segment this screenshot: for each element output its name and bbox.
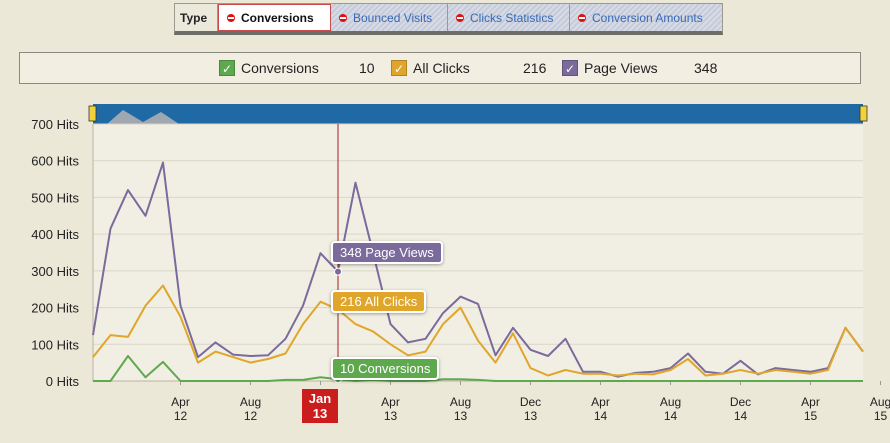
x-tick-label: Dec — [730, 395, 751, 409]
navigator-preview-shape — [107, 110, 179, 124]
x-tick-label: Dec — [520, 395, 541, 409]
y-tick-label: 600 Hits — [31, 154, 79, 169]
y-tick-label: 400 Hits — [31, 227, 79, 242]
series-legend: ✓ Conversions 10 ✓ All Clicks 216 ✓ Page… — [19, 52, 861, 84]
tooltip-page-views: 348 Page Views — [331, 241, 443, 264]
red-bullet-icon — [227, 13, 235, 22]
chart-svg: 0 Hits 100 Hits 200 Hits 300 Hits 400 Hits 50… — [31, 104, 890, 423]
navigator-left-handle — [88, 105, 97, 122]
x-tick-label: Aug — [240, 395, 261, 409]
legend-label: All Clicks — [413, 60, 470, 76]
legend-all-clicks[interactable]: ✓ All Clicks — [391, 53, 470, 83]
tab-clicks-statistics[interactable]: Clicks Statistics — [448, 4, 570, 31]
x-tick-sublabel: 13 — [524, 409, 538, 423]
x-tick-label: Aug — [660, 395, 681, 409]
series-line-all-clicks — [92, 284, 864, 377]
cursor-point — [334, 267, 342, 276]
legend-conversions[interactable]: ✓ Conversions — [219, 53, 319, 83]
tooltip-all-clicks: 216 All Clicks — [331, 290, 427, 313]
red-bullet-icon — [456, 13, 464, 22]
y-tick-label: 500 Hits — [31, 190, 79, 205]
tab-conversion-amounts[interactable]: Conversion Amounts — [570, 4, 722, 31]
x-tick-label: Apr — [171, 395, 190, 409]
tooltip-conversions: 10 Conversions — [331, 357, 440, 380]
x-tick-label: Apr — [801, 395, 820, 409]
plot-background — [93, 124, 863, 381]
x-tick-label: Aug — [870, 395, 890, 409]
x-tick-sublabel: 13 — [384, 409, 398, 423]
x-tick-sublabel: 13 — [454, 409, 468, 423]
red-bullet-icon — [578, 13, 586, 22]
series-line-conversions — [93, 355, 863, 382]
checkbox-checked-icon[interactable]: ✓ — [391, 60, 407, 76]
series-line-page-views — [92, 161, 864, 378]
red-bullet-icon — [339, 13, 347, 22]
legend-value: 348 — [694, 60, 718, 76]
x-tick-label: Aug — [450, 395, 471, 409]
x-tick-label: Apr — [591, 395, 610, 409]
x-tick-sublabel: 12 — [244, 409, 258, 423]
y-tick-label: 100 Hits — [31, 337, 79, 352]
tab-conversions[interactable]: Conversions — [218, 4, 331, 31]
tab-bounced-visits[interactable]: Bounced Visits — [331, 4, 448, 31]
x-tick-sublabel: 15 — [804, 409, 818, 423]
cursor-date-label: Jan 13 — [302, 389, 338, 423]
checkbox-checked-icon[interactable]: ✓ — [562, 60, 578, 76]
y-tick-label: 0 Hits — [46, 374, 80, 389]
legend-value: 216 — [523, 60, 547, 76]
chart-type-tabs: Type Conversions Bounced Visits Clicks S… — [174, 3, 723, 35]
y-tick-label: 200 Hits — [31, 301, 79, 316]
checkbox-checked-icon[interactable]: ✓ — [219, 60, 235, 76]
legend-label: Conversions — [241, 60, 319, 76]
navigator-right-handle — [859, 105, 868, 122]
line-chart: 0 Hits 100 Hits 200 Hits 300 Hits 400 Hits 50… — [0, 100, 890, 443]
y-tick-label: 300 Hits — [31, 264, 79, 279]
x-tick-sublabel: 14 — [664, 409, 678, 423]
x-tick-sublabel: 14 — [734, 409, 748, 423]
legend-label: Page Views — [584, 60, 658, 76]
legend-value: 10 — [359, 60, 375, 76]
x-tick-label: Apr — [381, 395, 400, 409]
x-tick-sublabel: 12 — [174, 409, 188, 423]
y-tick-label: 700 Hits — [31, 117, 79, 132]
x-tick-sublabel: 14 — [594, 409, 608, 423]
navigator-bar — [93, 104, 863, 124]
type-label: Type — [175, 4, 218, 31]
x-tick-sublabel: 15 — [874, 409, 888, 423]
legend-page-views[interactable]: ✓ Page Views — [562, 53, 658, 83]
